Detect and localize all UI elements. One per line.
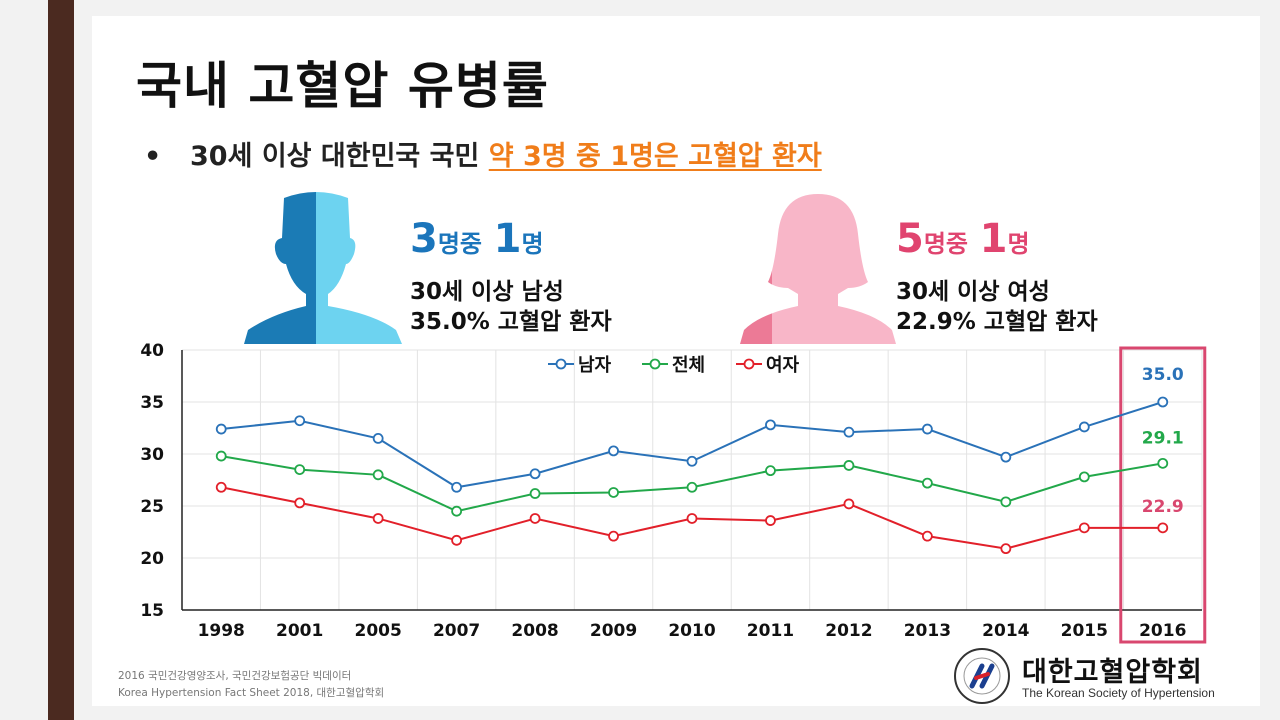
data-point — [529, 488, 541, 499]
data-point — [372, 469, 384, 481]
men-ratio-a-unit: 명중 — [437, 230, 483, 258]
men-ratio-a: 3 — [410, 216, 438, 262]
data-point — [529, 513, 541, 524]
y-tick-label: 20 — [140, 549, 164, 569]
men-line1: 30세 이상 남성 — [410, 279, 564, 305]
left-accent-bar — [48, 0, 74, 720]
data-point — [608, 445, 619, 457]
y-tick-label: 25 — [140, 497, 164, 517]
men-line2: 35.0% 고혈압 환자 — [410, 309, 612, 335]
y-tick-label: 15 — [140, 601, 164, 621]
y-tick-label: 40 — [140, 341, 164, 361]
bullet-line: • 30세 이상 대한민국 국민 약 3명 중 1명은 고혈압 환자 — [144, 134, 822, 173]
data-point — [215, 481, 227, 493]
legend-label: 전체 — [672, 355, 705, 376]
women-ratio-a: 5 — [896, 216, 924, 262]
society-logo-icon — [954, 648, 1010, 704]
data-point — [765, 419, 776, 431]
x-tick-label: 2009 — [590, 621, 637, 641]
data-point — [372, 432, 384, 444]
page-title: 국내 고혈압 유병률 — [136, 57, 549, 115]
x-tick-label: 1998 — [198, 621, 245, 641]
women-line2: 22.9% 고혈압 환자 — [896, 309, 1098, 335]
data-point — [1078, 522, 1090, 534]
men-ratio-b-unit: 명 — [521, 230, 544, 258]
end-data-label: 29.1 — [1142, 428, 1184, 448]
x-tick-label: 2001 — [276, 621, 323, 641]
legend-marker — [555, 358, 567, 370]
data-point — [843, 426, 855, 438]
x-tick-label: 2015 — [1061, 621, 1108, 641]
legend-label: 여자 — [766, 355, 800, 376]
data-point — [686, 513, 698, 524]
data-point — [1078, 471, 1090, 483]
women-ratio-b: 1 — [979, 216, 1008, 262]
data-point — [921, 477, 933, 489]
data-point — [765, 515, 776, 526]
end-data-label: 22.9 — [1142, 497, 1184, 517]
data-point — [1000, 451, 1012, 463]
x-tick-label: 2007 — [433, 621, 480, 641]
legend-marker — [649, 358, 661, 370]
x-tick-label: 2012 — [825, 621, 872, 641]
bullet-highlight: 약 3명 중 1명은 고혈압 환자 — [488, 141, 822, 172]
data-point — [372, 513, 384, 524]
data-point — [294, 464, 306, 476]
data-point — [843, 498, 855, 510]
legend-marker — [743, 358, 755, 370]
y-tick-label: 30 — [140, 445, 164, 465]
legend-label: 남자 — [578, 355, 612, 376]
x-tick-label: 2013 — [904, 621, 951, 641]
women-line1: 30세 이상 여성 — [896, 279, 1050, 305]
women-ratio: 5명중 1명 — [896, 216, 1030, 262]
x-tick-label: 2016 — [1139, 621, 1186, 641]
data-point — [294, 497, 306, 509]
data-point — [1157, 457, 1169, 469]
data-point — [451, 481, 463, 493]
data-point — [1000, 543, 1012, 555]
data-point — [451, 505, 463, 517]
data-point — [921, 530, 933, 542]
highlight-box-2016 — [1119, 346, 1207, 644]
end-data-label: 35.0 — [1142, 365, 1184, 385]
x-tick-label: 2011 — [747, 621, 794, 641]
data-point — [608, 530, 619, 542]
society-name-kr: 대한고혈압학회 — [1022, 657, 1203, 688]
female-silhouette-icon — [740, 194, 896, 344]
data-point — [294, 415, 306, 427]
data-point — [608, 487, 619, 498]
men-ratio-b: 1 — [493, 216, 522, 262]
women-ratio-a-unit: 명중 — [923, 230, 969, 258]
x-tick-label: 2010 — [668, 621, 715, 641]
x-tick-label: 2005 — [354, 621, 401, 641]
data-point — [215, 423, 227, 435]
data-point — [765, 465, 776, 477]
y-tick-label: 35 — [140, 393, 164, 413]
data-point — [686, 481, 698, 493]
x-tick-label: 2008 — [511, 621, 558, 641]
data-point — [1000, 496, 1012, 508]
data-point — [1157, 396, 1169, 408]
source-note: 2016 국민건강영양조사, 국민건강보험공단 빅데이터 Korea Hyper… — [118, 668, 384, 702]
data-point — [1157, 522, 1169, 534]
society-name-en: The Korean Society of Hypertension — [1022, 686, 1215, 700]
data-point — [843, 460, 855, 471]
data-point — [921, 423, 933, 435]
data-point — [529, 468, 541, 480]
bullet-icon: • — [144, 141, 162, 172]
line-chart: 15 20 25 30 35 40 1998 2001 2005 2007 2008 2009 2010… — [140, 341, 1207, 644]
data-point — [451, 534, 463, 546]
slide: 국내 고혈압 유병률 • 30세 이상 대한민국 국민 약 3명 중 1명은 고혈… — [92, 16, 1260, 706]
bullet-text: 30세 이상 대한민국 국민 — [190, 141, 489, 172]
data-point — [215, 450, 227, 462]
male-silhouette-icon — [244, 192, 402, 344]
data-point — [686, 455, 698, 467]
data-point — [1078, 421, 1090, 433]
x-tick-label: 2014 — [982, 621, 1029, 641]
source-line1: 2016 국민건강영양조사, 국민건강보험공단 빅데이터 — [118, 670, 352, 682]
men-ratio: 3명중 1명 — [410, 216, 544, 262]
source-line2: Korea Hypertension Fact Sheet 2018, 대한고혈… — [118, 687, 385, 699]
women-ratio-b-unit: 명 — [1007, 230, 1030, 258]
